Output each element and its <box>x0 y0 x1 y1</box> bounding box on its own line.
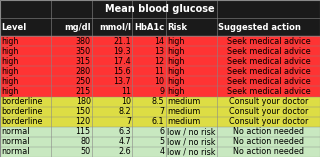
Text: medium: medium <box>167 117 200 126</box>
Text: 180: 180 <box>76 97 91 106</box>
Text: high: high <box>1 77 19 86</box>
Bar <box>0 46 320 56</box>
Text: high: high <box>167 87 184 96</box>
Bar <box>0 56 320 66</box>
Text: Consult your doctor: Consult your doctor <box>229 97 308 106</box>
Text: high: high <box>167 57 184 66</box>
Bar <box>0 117 320 127</box>
Text: 2.6: 2.6 <box>118 147 131 157</box>
Text: 17.4: 17.4 <box>114 57 131 66</box>
Text: Consult your doctor: Consult your doctor <box>229 117 308 126</box>
Text: 50: 50 <box>81 147 91 157</box>
Text: Consult your doctor: Consult your doctor <box>229 107 308 116</box>
Bar <box>0 107 320 117</box>
Text: 6: 6 <box>159 127 164 136</box>
Text: Seek medical advice: Seek medical advice <box>227 67 310 76</box>
Bar <box>0 0 320 18</box>
Text: borderline: borderline <box>1 117 43 126</box>
Text: high: high <box>167 77 184 86</box>
Text: 13.7: 13.7 <box>114 77 131 86</box>
Text: 5: 5 <box>159 137 164 146</box>
Text: normal: normal <box>1 147 30 157</box>
Text: Seek medical advice: Seek medical advice <box>227 37 310 46</box>
Text: 7: 7 <box>126 117 131 126</box>
Text: 10: 10 <box>154 77 164 86</box>
Text: 19.3: 19.3 <box>114 47 131 56</box>
Text: 7: 7 <box>159 107 164 116</box>
Text: 120: 120 <box>76 117 91 126</box>
Text: high: high <box>167 47 184 56</box>
Bar <box>0 97 320 107</box>
Text: borderline: borderline <box>1 97 43 106</box>
Bar <box>0 18 320 36</box>
Text: 14: 14 <box>154 37 164 46</box>
Text: normal: normal <box>1 137 30 146</box>
Text: medium: medium <box>167 97 200 106</box>
Text: Mean blood glucose: Mean blood glucose <box>105 4 215 14</box>
Text: 315: 315 <box>76 57 91 66</box>
Text: Seek medical advice: Seek medical advice <box>227 87 310 96</box>
Text: 13: 13 <box>154 47 164 56</box>
Text: 6.3: 6.3 <box>119 127 131 136</box>
Text: 4.7: 4.7 <box>118 137 131 146</box>
Text: 11: 11 <box>154 67 164 76</box>
Bar <box>0 36 320 46</box>
Text: high: high <box>1 57 19 66</box>
Text: 215: 215 <box>76 87 91 96</box>
Text: HbA1c: HbA1c <box>134 23 164 32</box>
Bar <box>0 127 320 137</box>
Text: borderline: borderline <box>1 107 43 116</box>
Text: Risk: Risk <box>167 23 187 32</box>
Text: medium: medium <box>167 107 200 116</box>
Bar <box>0 147 320 157</box>
Text: 250: 250 <box>76 77 91 86</box>
Text: mg/dl: mg/dl <box>64 23 91 32</box>
Text: 9: 9 <box>159 87 164 96</box>
Text: Suggested action: Suggested action <box>218 23 301 32</box>
Bar <box>0 66 320 76</box>
Text: Level: Level <box>1 23 27 32</box>
Text: 10: 10 <box>121 97 131 106</box>
Text: Seek medical advice: Seek medical advice <box>227 47 310 56</box>
Text: high: high <box>167 67 184 76</box>
Text: 6.1: 6.1 <box>152 117 164 126</box>
Text: 12: 12 <box>154 57 164 66</box>
Text: low / no risk: low / no risk <box>167 147 215 157</box>
Text: high: high <box>1 87 19 96</box>
Bar <box>0 76 320 87</box>
Text: No action needed: No action needed <box>233 127 304 136</box>
Text: normal: normal <box>1 127 30 136</box>
Text: 150: 150 <box>76 107 91 116</box>
Text: high: high <box>1 67 19 76</box>
Text: low / no risk: low / no risk <box>167 127 215 136</box>
Text: 11: 11 <box>121 87 131 96</box>
Bar <box>0 137 320 147</box>
Text: 8.2: 8.2 <box>118 107 131 116</box>
Text: 115: 115 <box>76 127 91 136</box>
Text: high: high <box>167 37 184 46</box>
Text: No action needed: No action needed <box>233 147 304 157</box>
Text: 280: 280 <box>76 67 91 76</box>
Text: 8.5: 8.5 <box>152 97 164 106</box>
Text: 380: 380 <box>76 37 91 46</box>
Text: high: high <box>1 47 19 56</box>
Text: 21.1: 21.1 <box>114 37 131 46</box>
Text: Seek medical advice: Seek medical advice <box>227 77 310 86</box>
Text: high: high <box>1 37 19 46</box>
Text: 350: 350 <box>76 47 91 56</box>
Text: mmol/l: mmol/l <box>99 23 131 32</box>
Text: 4: 4 <box>159 147 164 157</box>
Bar <box>0 87 320 97</box>
Text: No action needed: No action needed <box>233 137 304 146</box>
Text: Seek medical advice: Seek medical advice <box>227 57 310 66</box>
Text: 80: 80 <box>81 137 91 146</box>
Text: 15.6: 15.6 <box>114 67 131 76</box>
Text: low / no risk: low / no risk <box>167 137 215 146</box>
